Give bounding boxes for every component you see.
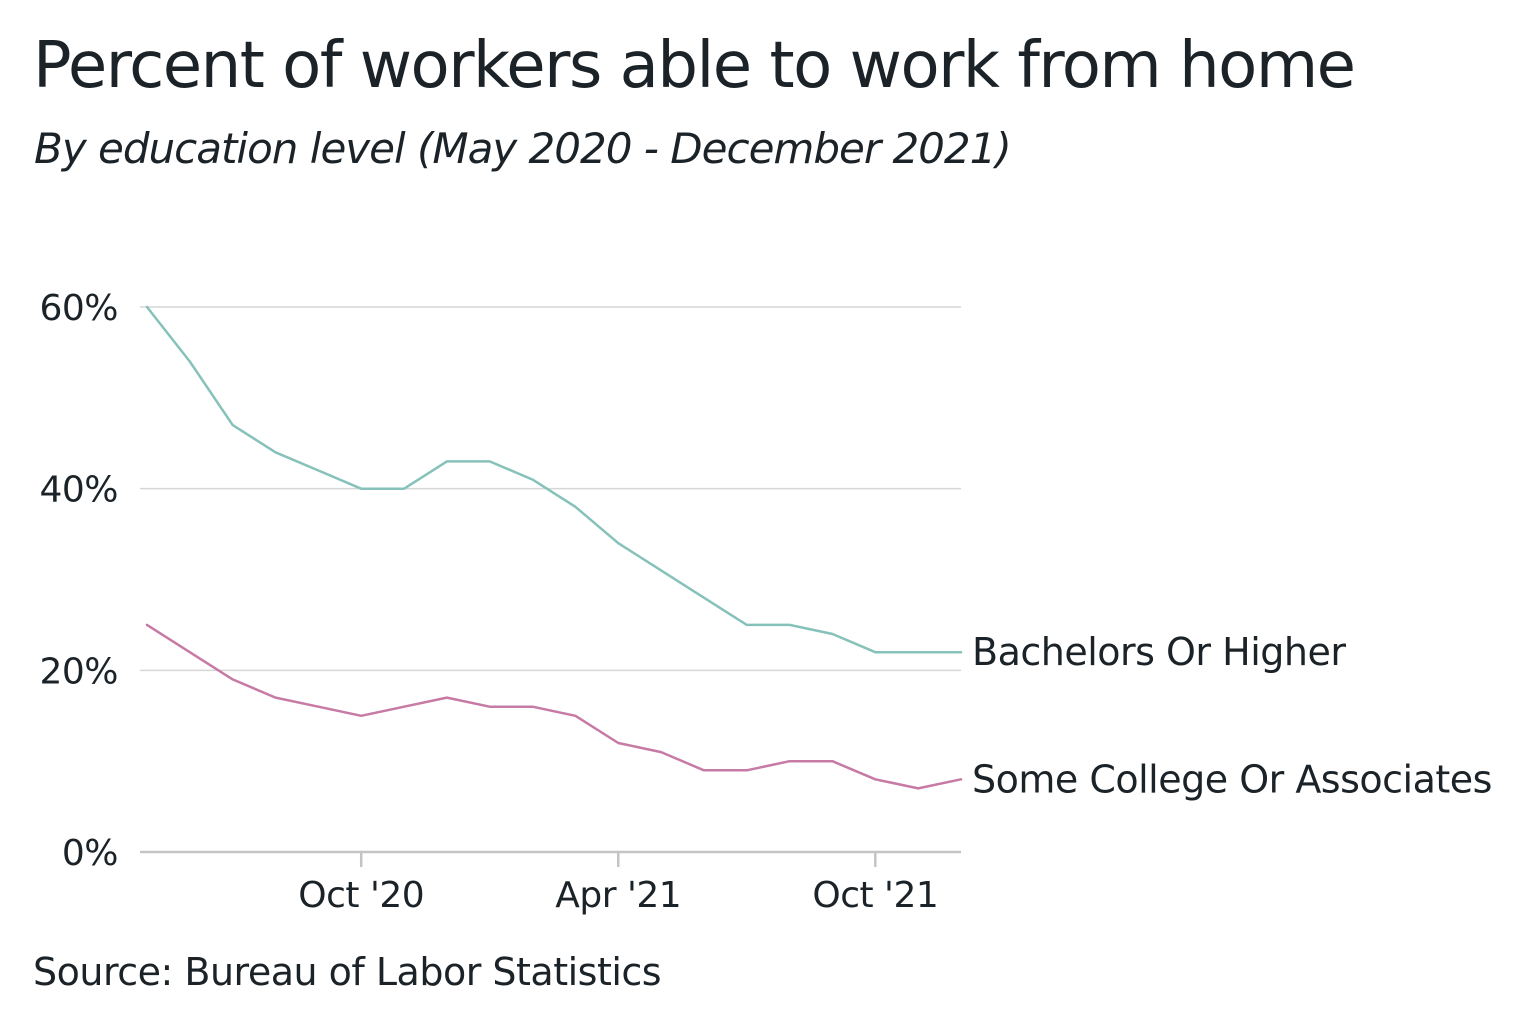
series-labels: Bachelors Or Higher Some College Or Assoc… <box>972 630 1492 801</box>
x-tick-label: Oct '20 <box>298 875 424 916</box>
y-tick-label: 40% <box>39 470 118 511</box>
y-tick-label: 20% <box>39 651 118 692</box>
series-line-bachelors <box>145 305 963 654</box>
gridlines <box>140 306 961 672</box>
series-end-label: Bachelors Or Higher <box>972 630 1346 674</box>
chart-subtitle: By education level (May 2020 - December … <box>34 124 1012 173</box>
y-tick-label: 60% <box>39 288 118 329</box>
chart-title: Percent of workers able to work from hom… <box>33 29 1356 103</box>
source-note: Source: Bureau of Labor Statistics <box>33 950 662 994</box>
series-end-label: Some College Or Associates <box>972 757 1492 801</box>
x-axis: Oct '20 Apr '21 Oct '21 <box>140 850 961 916</box>
x-tick-label: Apr '21 <box>555 875 681 916</box>
series-lines <box>145 305 963 790</box>
series-line-some-college <box>145 623 963 790</box>
y-axis: 0% 20% 40% 60% <box>39 288 118 874</box>
y-tick-label: 0% <box>62 833 118 874</box>
x-tick-label: Oct '21 <box>812 875 938 916</box>
